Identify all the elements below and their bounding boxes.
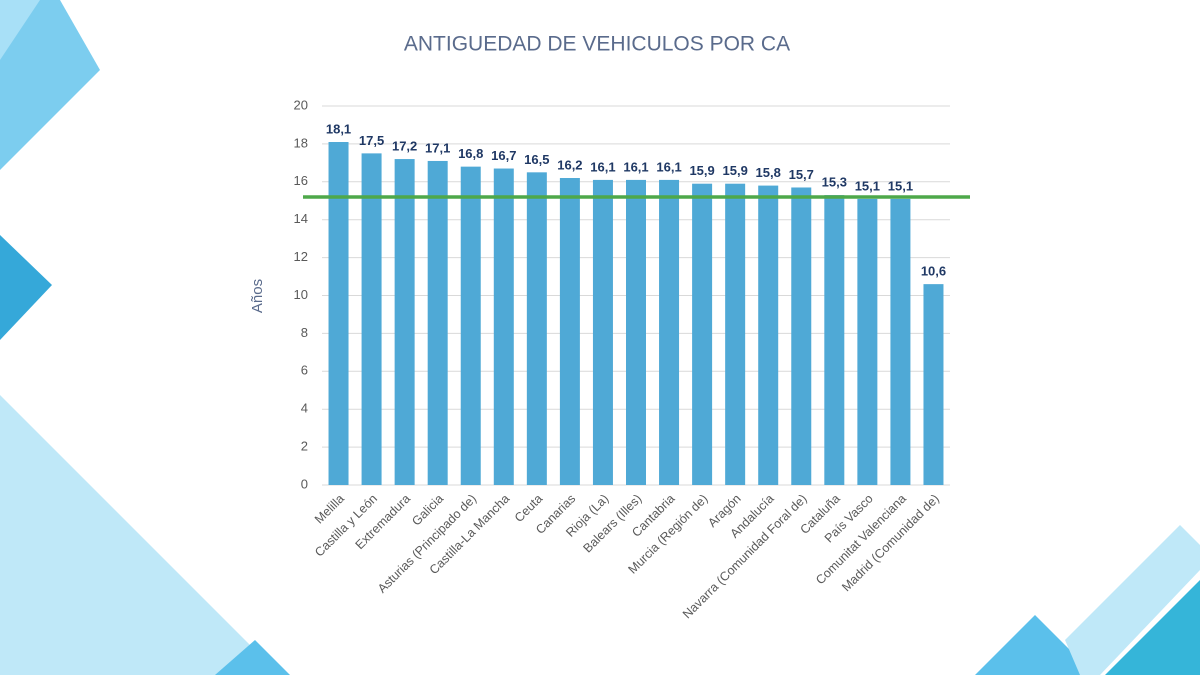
value-label: 16,1 <box>656 159 681 174</box>
y-tick-label: 6 <box>301 363 308 378</box>
bar <box>659 179 680 485</box>
value-label: 16,1 <box>590 159 615 174</box>
value-label: 10,6 <box>921 264 946 279</box>
y-tick-label: 10 <box>294 287 308 302</box>
chart-title: ANTIGUEDAD DE VEHICULOS POR CA <box>404 33 790 56</box>
bar <box>725 183 746 485</box>
bar <box>626 179 646 485</box>
value-label: 16,5 <box>524 152 549 167</box>
bar <box>692 183 713 485</box>
y-tick-label: 14 <box>294 211 308 226</box>
bar <box>328 142 349 485</box>
bar <box>890 198 911 486</box>
bar <box>758 185 779 485</box>
value-label: 16,8 <box>458 146 483 161</box>
value-label: 15,8 <box>756 165 781 180</box>
y-tick-label: 16 <box>294 173 308 188</box>
bar <box>361 153 382 485</box>
y-axis-label: Años <box>249 279 266 313</box>
y-tick-label: 20 <box>294 97 308 112</box>
y-tick-label: 2 <box>301 439 308 454</box>
bar <box>923 284 944 485</box>
y-tick-label: 18 <box>294 135 308 150</box>
y-tick-label: 4 <box>301 401 308 416</box>
value-label: 18,1 <box>326 121 351 136</box>
value-label: 17,2 <box>392 138 417 153</box>
y-tick-label: 0 <box>301 476 308 491</box>
bar <box>857 198 878 486</box>
value-label: 16,1 <box>623 159 648 174</box>
bar <box>493 168 514 485</box>
y-tick-label: 8 <box>301 325 308 340</box>
value-label: 15,1 <box>855 178 880 193</box>
value-label: 15,3 <box>822 175 847 190</box>
bar <box>394 159 415 485</box>
bar <box>460 166 481 485</box>
value-label: 16,7 <box>491 148 516 163</box>
bar <box>526 172 547 485</box>
bar <box>791 187 812 486</box>
value-label: 16,2 <box>557 157 582 172</box>
bar <box>824 195 845 485</box>
bar <box>427 160 448 485</box>
value-label: 15,7 <box>789 167 814 182</box>
value-label: 15,9 <box>723 163 748 178</box>
value-label: 15,1 <box>888 178 913 193</box>
bar <box>592 179 613 485</box>
y-tick-label: 12 <box>294 249 308 264</box>
bar <box>559 178 580 485</box>
value-label: 15,9 <box>689 163 714 178</box>
value-label: 17,5 <box>359 133 384 148</box>
value-label: 17,1 <box>425 140 450 155</box>
